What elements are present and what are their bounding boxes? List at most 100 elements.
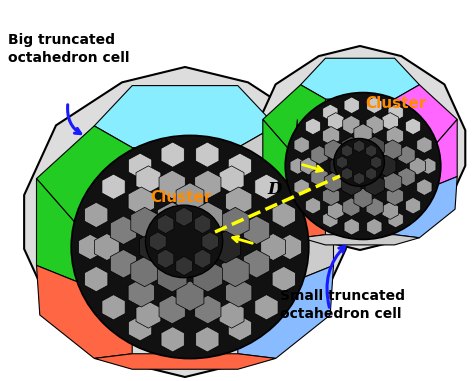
Polygon shape [219, 301, 244, 328]
Polygon shape [394, 85, 457, 154]
Polygon shape [344, 218, 359, 235]
Polygon shape [377, 155, 396, 176]
Polygon shape [398, 146, 415, 164]
Ellipse shape [71, 135, 309, 359]
Polygon shape [161, 142, 184, 167]
Polygon shape [323, 211, 338, 228]
Polygon shape [354, 140, 365, 152]
Polygon shape [324, 140, 343, 160]
Polygon shape [196, 327, 219, 352]
Polygon shape [176, 281, 204, 311]
Polygon shape [322, 187, 340, 205]
Polygon shape [140, 231, 169, 263]
Polygon shape [342, 174, 361, 195]
Ellipse shape [334, 138, 384, 186]
Polygon shape [294, 179, 309, 195]
Polygon shape [202, 232, 219, 251]
Polygon shape [24, 67, 346, 377]
Polygon shape [365, 174, 384, 195]
Polygon shape [324, 172, 343, 192]
Polygon shape [94, 354, 276, 369]
Polygon shape [261, 234, 286, 261]
Polygon shape [228, 153, 252, 178]
Polygon shape [405, 118, 420, 134]
Polygon shape [382, 202, 398, 219]
Polygon shape [342, 136, 361, 157]
Polygon shape [330, 155, 349, 176]
Polygon shape [294, 137, 309, 153]
Polygon shape [36, 179, 82, 284]
Polygon shape [136, 301, 161, 328]
Text: Cluster: Cluster [150, 190, 211, 205]
Polygon shape [102, 295, 125, 320]
Text: Big truncated
octahedron cell: Big truncated octahedron cell [8, 33, 129, 65]
Polygon shape [365, 136, 384, 157]
Polygon shape [382, 113, 398, 130]
Polygon shape [244, 216, 270, 245]
Polygon shape [194, 249, 211, 268]
Polygon shape [255, 295, 278, 320]
Polygon shape [417, 179, 432, 195]
Polygon shape [82, 147, 287, 303]
Polygon shape [328, 113, 344, 130]
Polygon shape [255, 46, 465, 250]
Polygon shape [238, 126, 334, 231]
Polygon shape [150, 232, 166, 251]
Polygon shape [157, 202, 187, 234]
Polygon shape [398, 168, 415, 186]
Polygon shape [354, 124, 372, 144]
Polygon shape [94, 234, 119, 261]
Polygon shape [176, 256, 192, 275]
Polygon shape [311, 168, 328, 186]
Polygon shape [228, 315, 252, 341]
Polygon shape [421, 158, 436, 174]
Polygon shape [366, 115, 383, 134]
Polygon shape [388, 104, 403, 121]
Polygon shape [84, 266, 108, 292]
Polygon shape [196, 142, 219, 167]
Polygon shape [383, 140, 402, 160]
Polygon shape [102, 174, 125, 199]
Polygon shape [128, 187, 155, 216]
Polygon shape [352, 154, 374, 178]
Polygon shape [128, 279, 155, 307]
Polygon shape [367, 97, 382, 114]
Polygon shape [305, 118, 320, 134]
Polygon shape [301, 58, 419, 99]
Polygon shape [238, 266, 334, 359]
Polygon shape [128, 315, 152, 341]
Polygon shape [263, 119, 293, 189]
Polygon shape [193, 202, 223, 234]
Polygon shape [344, 97, 359, 114]
Polygon shape [161, 327, 184, 352]
Polygon shape [176, 207, 192, 226]
Polygon shape [221, 256, 249, 287]
Polygon shape [293, 99, 427, 201]
Polygon shape [263, 85, 326, 154]
Polygon shape [157, 260, 187, 292]
Polygon shape [36, 266, 132, 359]
Polygon shape [263, 176, 326, 238]
Polygon shape [226, 279, 252, 307]
Polygon shape [301, 235, 419, 245]
Text: D: D [267, 181, 282, 199]
Polygon shape [287, 119, 297, 287]
Polygon shape [226, 187, 252, 216]
Polygon shape [337, 156, 347, 168]
Polygon shape [278, 234, 301, 259]
Polygon shape [366, 168, 377, 180]
Polygon shape [311, 146, 328, 164]
Polygon shape [322, 126, 340, 145]
Polygon shape [110, 216, 137, 245]
Polygon shape [195, 170, 221, 199]
Polygon shape [367, 218, 382, 235]
Polygon shape [388, 211, 403, 228]
Text: Cluster: Cluster [365, 96, 427, 111]
Polygon shape [354, 188, 372, 208]
Polygon shape [272, 202, 295, 227]
Text: Small truncated
octahedron cell: Small truncated octahedron cell [280, 288, 405, 321]
Polygon shape [157, 215, 174, 234]
Polygon shape [221, 207, 249, 238]
Polygon shape [427, 119, 457, 189]
Polygon shape [354, 172, 365, 185]
